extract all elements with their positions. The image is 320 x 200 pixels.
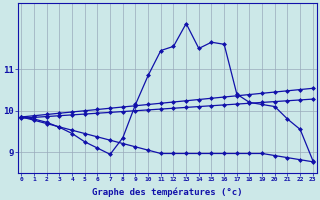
X-axis label: Graphe des températures (°c): Graphe des températures (°c): [92, 188, 243, 197]
